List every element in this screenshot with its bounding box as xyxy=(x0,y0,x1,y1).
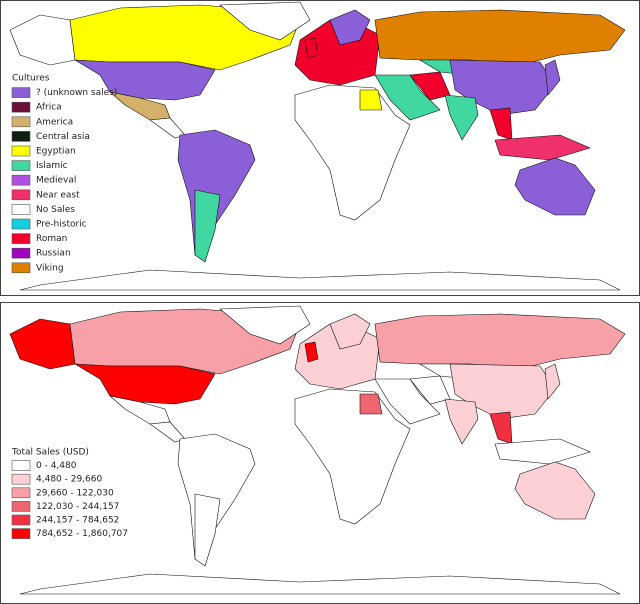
country xyxy=(304,37,319,59)
legend-label: 4,480 - 29,660 xyxy=(36,475,102,485)
country xyxy=(449,59,556,116)
legend-swatch xyxy=(11,487,31,499)
country xyxy=(194,189,221,263)
country xyxy=(409,375,451,405)
culture-map: Cultures ? (unknown sales) Africa America Ce… xyxy=(9,1,626,291)
legend-swatch xyxy=(11,262,31,274)
legend-swatch xyxy=(11,233,31,244)
legend-swatch xyxy=(11,145,31,157)
legend-label: Islamic xyxy=(36,161,68,171)
country xyxy=(374,9,626,66)
country xyxy=(494,134,591,161)
legend-swatch xyxy=(11,87,31,98)
country xyxy=(219,1,311,41)
legend-label: Medieval xyxy=(36,176,76,186)
country xyxy=(294,84,411,221)
country xyxy=(544,363,561,400)
country xyxy=(329,9,371,46)
legend-swatch xyxy=(11,218,31,230)
country xyxy=(74,59,216,101)
legend-label: 29,660 - 122,030 xyxy=(36,488,114,498)
legend-label: ? (unknown sales) xyxy=(36,88,117,98)
country xyxy=(494,438,591,465)
legend-swatch xyxy=(11,528,31,539)
legend-swatch xyxy=(11,514,31,526)
legend-label: Near east xyxy=(36,190,80,200)
country xyxy=(19,269,621,291)
legend-label: 784,652 - 1,860,707 xyxy=(36,529,128,539)
legend-label: No Sales xyxy=(36,205,75,215)
country xyxy=(194,493,221,567)
legend-label: 0 - 4,480 xyxy=(36,461,77,471)
country xyxy=(359,89,383,111)
legend-label: America xyxy=(36,117,73,127)
legend-swatch xyxy=(11,460,31,471)
country xyxy=(544,59,561,96)
country xyxy=(359,393,383,415)
legend-title: Cultures xyxy=(12,74,50,84)
legend-label: Egyptian xyxy=(36,147,76,157)
legend-label: Pre-historic xyxy=(36,220,87,230)
country xyxy=(514,461,596,520)
legend-swatch xyxy=(11,473,31,485)
country xyxy=(444,398,479,445)
legend-label: Russian xyxy=(36,249,71,259)
legend-swatch xyxy=(11,247,31,259)
legend-label: 244,157 - 784,652 xyxy=(36,516,119,526)
country xyxy=(409,71,451,101)
legend-label: Roman xyxy=(36,234,67,244)
legend-label: Central asia xyxy=(36,132,90,142)
country xyxy=(294,388,411,525)
legend-swatch xyxy=(11,204,31,215)
legend-swatch xyxy=(11,501,31,512)
legend-swatch xyxy=(11,174,31,186)
country xyxy=(444,94,479,141)
country xyxy=(19,573,621,595)
country xyxy=(219,305,311,345)
country xyxy=(514,157,596,216)
legend-swatch xyxy=(11,116,31,128)
country xyxy=(329,313,371,350)
sales-map: Total Sales (USD) 0 - 4,480 4,480 - 29,660… xyxy=(9,305,626,595)
legend-label: Viking xyxy=(36,263,64,273)
legend-label: 122,030 - 244,157 xyxy=(36,502,119,512)
legend-swatch xyxy=(11,160,31,171)
country xyxy=(449,363,556,420)
legend-swatch xyxy=(11,131,31,142)
legend-title: Total Sales (USD) xyxy=(11,448,89,458)
legend-label: Africa xyxy=(36,103,62,113)
legend-swatch xyxy=(11,189,31,201)
legend-swatch xyxy=(11,101,31,113)
country xyxy=(74,363,216,405)
country xyxy=(304,341,319,363)
country xyxy=(374,313,626,370)
